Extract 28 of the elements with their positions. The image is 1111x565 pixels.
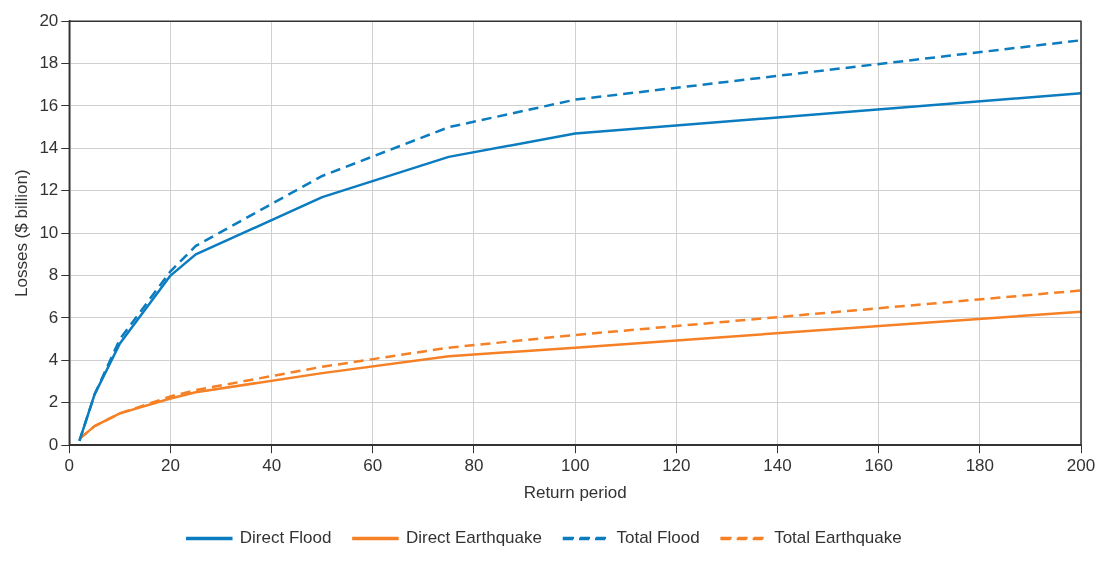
x-tick-label: 40 [262,456,282,476]
x-tick-label: 140 [763,456,792,476]
x-tick-label: 120 [662,456,691,476]
x-tick-label: 80 [464,456,484,476]
x-axis-title: Return period [523,483,627,503]
x-tick-label: 180 [965,456,995,476]
y-tick-label: 8 [48,265,59,285]
y-axis-title: Losses ($ billion) [11,169,31,297]
x-tick-label: 200 [1066,456,1096,476]
y-tick-label: 0 [48,434,59,454]
y-tick-label: 20 [39,10,59,30]
y-tick-label: 16 [39,95,59,115]
y-tick-label: 6 [48,307,59,327]
x-tick-label: 60 [363,456,383,476]
y-tick-label: 4 [48,350,59,370]
y-tick-label: 10 [39,222,59,242]
y-tick-label: 18 [39,53,59,73]
y-tick-label: 2 [48,392,59,412]
y-tick-label: 14 [39,138,59,158]
legend-label: Direct Earthquake [405,528,542,548]
legend-label: Direct Flood [239,528,332,548]
x-tick-label: 0 [64,456,75,476]
legend-label: Total Flood [616,528,700,548]
x-tick-label: 20 [161,456,180,476]
legend-label: Total Earthquake [774,528,902,548]
x-tick-label: 100 [560,456,590,476]
y-tick-label: 12 [39,180,59,200]
x-tick-label: 160 [864,456,893,476]
